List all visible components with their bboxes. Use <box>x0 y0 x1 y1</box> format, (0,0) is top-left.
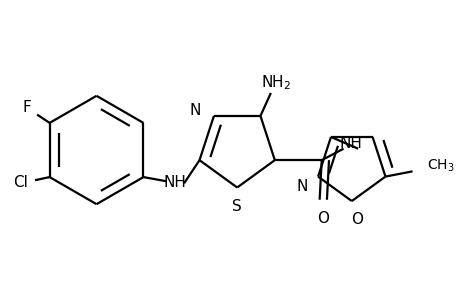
Text: NH: NH <box>339 136 362 151</box>
Text: F: F <box>22 100 31 115</box>
Text: O: O <box>316 211 328 226</box>
Text: O: O <box>350 212 362 227</box>
Text: NH$_2$: NH$_2$ <box>260 73 291 92</box>
Text: CH$_3$: CH$_3$ <box>426 158 454 174</box>
Text: Cl: Cl <box>13 175 28 190</box>
Text: N: N <box>189 103 201 118</box>
Text: N: N <box>296 179 308 194</box>
Text: NH: NH <box>163 175 186 190</box>
Text: S: S <box>232 199 241 214</box>
